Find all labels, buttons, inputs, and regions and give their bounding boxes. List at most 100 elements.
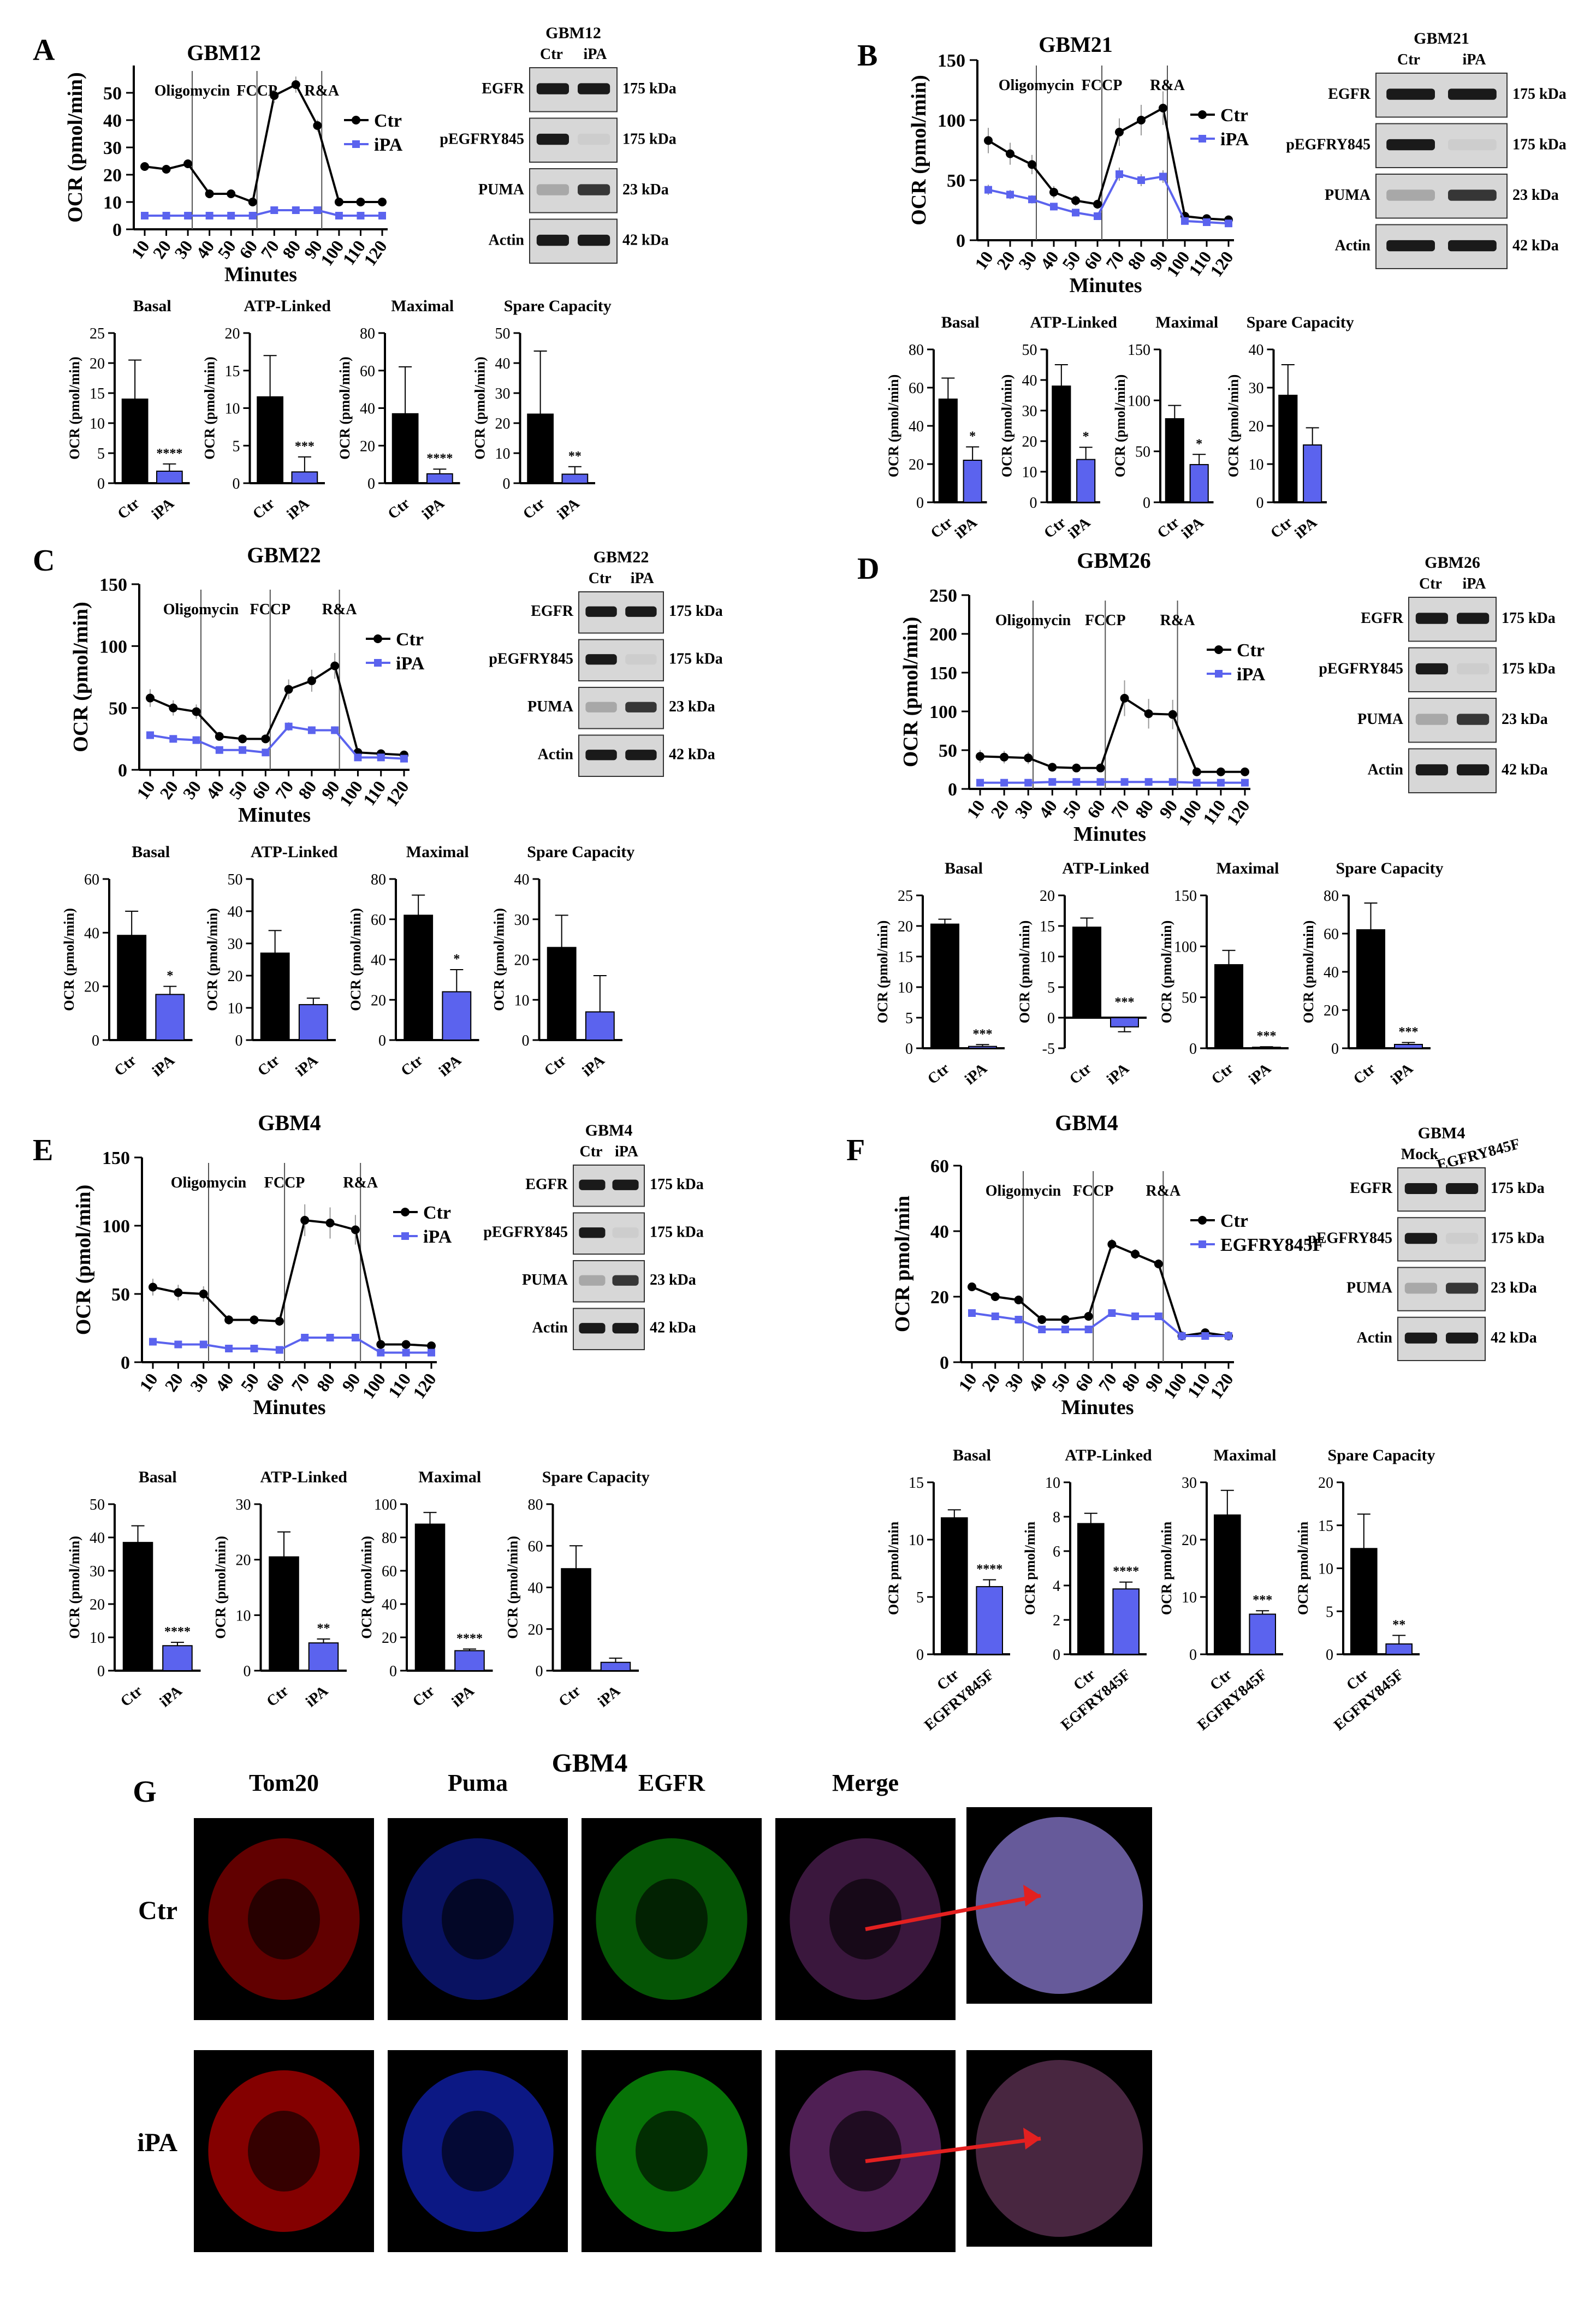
blot-row-label: Actin bbox=[1368, 761, 1404, 778]
blot-band bbox=[1448, 139, 1497, 151]
data-point bbox=[1131, 1250, 1140, 1258]
x-tick-label: 30 bbox=[186, 1369, 212, 1395]
y-axis-label: OCR (pmol/min) bbox=[1112, 375, 1128, 478]
western-blot: GBM26 Ctr iPA EGFR 175 kDa pEGFRY845 175 kDa PU… bbox=[1319, 554, 1556, 793]
significance-label: *** bbox=[295, 440, 315, 454]
blot-band bbox=[536, 184, 569, 195]
bar-title: Spare Capacity bbox=[527, 843, 634, 861]
blot-kda-label: 175 kDa bbox=[650, 1176, 704, 1193]
blot-title: GBM21 bbox=[1414, 29, 1469, 47]
y-tick-label: -5 bbox=[1042, 1041, 1055, 1058]
y-tick-label: 80 bbox=[909, 342, 924, 359]
y-tick-label: 20 bbox=[909, 456, 924, 473]
blot-band bbox=[1457, 764, 1490, 776]
significance-label: **** bbox=[456, 1631, 483, 1646]
data-point bbox=[1048, 763, 1057, 772]
y-tick-label: 0 bbox=[1143, 495, 1150, 512]
blot-row-label: Actin bbox=[538, 746, 574, 763]
injection-label: R&A bbox=[1150, 77, 1185, 94]
y-tick-label: 40 bbox=[382, 1596, 397, 1613]
significance-label: ** bbox=[317, 1622, 330, 1636]
blot-band bbox=[625, 750, 657, 761]
x-tick-label: 20 bbox=[161, 1369, 187, 1395]
y-tick-label: 20 bbox=[528, 1622, 543, 1638]
y-tick-label: 15 bbox=[1318, 1518, 1333, 1535]
bar-chart: Spare Capacity 0 10 20 30 40 OCR (pmol/min) Ctr… bbox=[1226, 313, 1354, 542]
x-tick-label: 30 bbox=[1001, 1369, 1027, 1395]
bar-title: Basal bbox=[132, 843, 170, 861]
data-point bbox=[169, 735, 177, 743]
y-axis-label: OCR pmol/min bbox=[1295, 1521, 1311, 1615]
blot-row-label: pEGFRY845 bbox=[489, 651, 573, 668]
y-tick-label: 0 bbox=[378, 1032, 386, 1049]
y-tick-label: 10 bbox=[228, 1000, 243, 1017]
data-point bbox=[192, 736, 200, 744]
x-tick-label: 10 bbox=[133, 777, 159, 803]
bar-chart: Spare Capacity 0 10 20 30 40 OCR (pmol/min) Ctr… bbox=[491, 843, 635, 1080]
blot-band bbox=[625, 702, 657, 712]
data-point bbox=[1154, 1260, 1163, 1268]
y-axis-label: OCR (pmol/min) bbox=[907, 75, 930, 225]
bar-category-label: Ctr bbox=[928, 514, 956, 542]
x-tick-label: 120 bbox=[1206, 1369, 1237, 1402]
x-axis-label: Minutes bbox=[238, 804, 311, 827]
y-tick-label: 40 bbox=[103, 111, 122, 131]
bar bbox=[1052, 385, 1071, 503]
data-point bbox=[183, 159, 193, 168]
blot-kda-label: 175 kDa bbox=[1512, 86, 1567, 103]
bar-category-label: iPA bbox=[1178, 514, 1207, 542]
significance-label: **** bbox=[156, 447, 182, 461]
blot-kda-label: 23 kDa bbox=[1502, 711, 1548, 728]
bar-title: Spare Capacity bbox=[1328, 1446, 1435, 1464]
western-blot: GBM4 Ctr iPA EGFR 175 kDa pEGFRY845 175 kDa PUM… bbox=[483, 1121, 704, 1350]
y-tick-label: 0 bbox=[536, 1663, 543, 1680]
significance-label: **** bbox=[426, 452, 453, 466]
y-tick-label: 100 bbox=[102, 1216, 130, 1237]
significance-label: * bbox=[1196, 437, 1202, 451]
bar bbox=[121, 399, 149, 484]
significance-label: **** bbox=[976, 1563, 1002, 1577]
legend-label: Ctr bbox=[374, 111, 402, 131]
y-tick-label: 0 bbox=[1256, 495, 1264, 512]
y-axis-label: OCR (pmol/min) bbox=[202, 357, 218, 460]
injection-label: FCCP bbox=[1073, 1183, 1114, 1199]
data-point bbox=[227, 189, 236, 198]
data-point bbox=[1093, 200, 1102, 209]
data-point bbox=[1241, 767, 1249, 776]
data-point bbox=[250, 1345, 258, 1352]
y-tick-label: 0 bbox=[1053, 1647, 1060, 1664]
blot-kda-label: 175 kDa bbox=[1502, 610, 1556, 627]
blot-band bbox=[1448, 240, 1497, 252]
y-tick-label: 0 bbox=[92, 1032, 99, 1049]
data-point bbox=[292, 206, 300, 214]
data-point bbox=[1014, 1296, 1023, 1304]
blot-row-label: EGFR bbox=[1328, 86, 1371, 103]
data-point bbox=[146, 731, 154, 739]
data-point bbox=[1071, 196, 1080, 205]
data-point bbox=[1028, 195, 1036, 204]
data-point bbox=[1137, 116, 1146, 124]
bar-category-label: iPA bbox=[302, 1682, 331, 1711]
blot-band bbox=[1404, 1233, 1437, 1244]
bar-category-label: Ctr bbox=[1041, 514, 1069, 542]
y-axis-label: OCR pmol/min bbox=[1159, 1521, 1174, 1615]
data-point bbox=[146, 693, 155, 703]
data-point bbox=[1241, 779, 1249, 787]
bar-title: Basal bbox=[133, 297, 171, 315]
x-tick-label: 40 bbox=[1036, 247, 1063, 273]
data-point bbox=[1014, 1316, 1023, 1323]
blot-row-label: pEGFRY845 bbox=[1308, 1230, 1392, 1246]
blot-row-label: pEGFRY845 bbox=[483, 1224, 568, 1241]
bar-category-label: Ctr bbox=[385, 495, 413, 523]
data-point bbox=[1144, 778, 1153, 786]
bar-title: Maximal bbox=[1155, 313, 1218, 331]
panel-letter: E bbox=[33, 1133, 53, 1167]
y-tick-label: 60 bbox=[528, 1538, 543, 1555]
blot-row-label: EGFR bbox=[525, 1176, 568, 1193]
bar-category-label: Ctr bbox=[924, 1060, 953, 1088]
y-tick-label: 150 bbox=[1174, 888, 1197, 905]
row-label: iPA bbox=[137, 2128, 177, 2157]
y-tick-label: 150 bbox=[1128, 342, 1150, 359]
bar bbox=[963, 460, 982, 503]
bar-category-label: iPA bbox=[1245, 1060, 1274, 1088]
